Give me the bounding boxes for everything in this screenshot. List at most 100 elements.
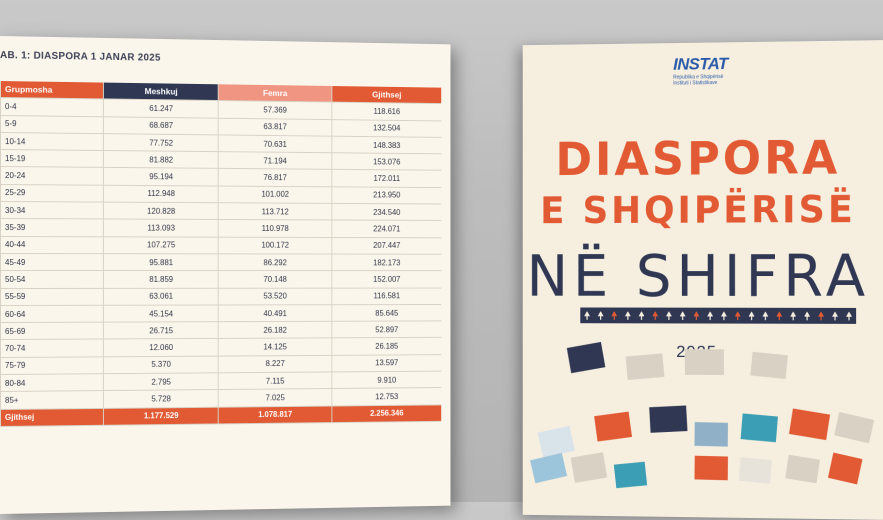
decorative-tile [567, 342, 606, 373]
decorative-tile [834, 412, 874, 443]
cell-age-group: 55-59 [0, 288, 103, 305]
cell-females: 40.491 [218, 305, 331, 322]
cell-age-group: 25-29 [0, 184, 103, 202]
cell-total: 172.011 [331, 170, 441, 188]
cell-total: 26.185 [331, 338, 441, 355]
cell-age-group: 15-19 [0, 150, 103, 168]
cell-males: 63.061 [103, 288, 218, 305]
cell-age-group: 75-79 [0, 357, 103, 375]
cell-males: 81.882 [103, 151, 218, 169]
decorative-tile [594, 412, 632, 442]
cell-females: 63.817 [218, 118, 331, 136]
cell-age-group: 50-54 [0, 271, 103, 288]
cell-males: 61.247 [103, 99, 218, 118]
total-females: 1.078.817 [218, 406, 331, 424]
decorative-tile [571, 452, 608, 483]
cell-males: 5.370 [103, 356, 218, 374]
cell-age-group: 10-14 [0, 132, 103, 150]
cell-males: 95.881 [103, 254, 218, 271]
cell-males: 107.275 [103, 236, 218, 253]
decorative-pattern-band [580, 307, 856, 323]
cell-females: 113.712 [218, 203, 331, 220]
cell-total: 116.581 [331, 288, 441, 305]
decorative-tile [694, 456, 728, 480]
decorative-tile [785, 455, 820, 484]
cell-age-group: 70-74 [0, 339, 103, 357]
cell-males: 95.194 [103, 168, 218, 186]
total-label: Gjithsej [0, 408, 103, 426]
cell-total: 213.950 [331, 187, 441, 204]
cell-males: 77.752 [103, 134, 218, 152]
cell-males: 112.948 [103, 185, 218, 203]
cell-females: 14.125 [218, 338, 331, 356]
decorative-tile [530, 453, 567, 483]
cell-age-group: 85+ [0, 391, 103, 409]
table-row: 60-64 45.154 40.491 85.645 [0, 304, 441, 322]
total-males: 1.177.529 [103, 407, 218, 425]
cover-title-line2: E SHQIPËRISË [523, 188, 874, 232]
cell-males: 12.060 [103, 339, 218, 357]
cell-males: 68.687 [103, 116, 218, 134]
cell-females: 7.025 [218, 389, 331, 407]
table-title: AB. 1: DIASPORA 1 JANAR 2025 [0, 50, 161, 64]
cell-males: 81.859 [103, 271, 218, 288]
cell-females: 110.978 [218, 220, 331, 237]
cell-males: 45.154 [103, 305, 218, 322]
logo-wordmark: INSTAT [673, 54, 781, 75]
cell-age-group: 5-9 [0, 115, 103, 133]
cell-age-group: 40-44 [0, 236, 103, 253]
cell-age-group: 80-84 [0, 374, 103, 392]
decorative-tile [626, 353, 665, 380]
decorative-tile [685, 349, 724, 375]
cell-males: 5.728 [103, 390, 218, 408]
cell-females: 26.182 [218, 321, 331, 338]
cell-total: 118.616 [331, 102, 441, 120]
cell-females: 7.115 [218, 372, 331, 390]
decorative-tile [694, 422, 728, 446]
cell-total: 153.076 [331, 153, 441, 171]
cell-males: 2.795 [103, 373, 218, 391]
cell-total: 52.897 [331, 321, 441, 338]
decorative-tile [750, 352, 788, 379]
cell-age-group: 45-49 [0, 253, 103, 270]
cell-females: 53.520 [218, 288, 331, 305]
publication-cover: INSTAT Republika e Shqipërisë Instituti … [523, 40, 883, 520]
diaspora-table: Grupmosha Meshkuj Femra Gjithsej 0-4 61.2… [0, 81, 441, 427]
table-row: 45-49 95.881 86.292 182.173 [0, 253, 441, 270]
table-row: 40-44 107.275 100.172 207.447 [0, 236, 441, 254]
decorative-tile [649, 405, 687, 432]
header-age-group: Grupmosha [0, 81, 103, 99]
cell-total: 234.540 [331, 203, 441, 220]
cell-females: 70.148 [218, 271, 331, 288]
cell-total: 224.071 [331, 220, 441, 237]
cell-males: 113.093 [103, 219, 218, 237]
cell-total: 85.645 [331, 304, 441, 321]
decorative-tile [828, 453, 863, 485]
header-total: Gjithsej [331, 86, 441, 104]
cell-age-group: 0-4 [0, 98, 103, 117]
decorative-tile [739, 457, 772, 484]
cell-females: 76.817 [218, 169, 331, 187]
decorative-tile [741, 413, 778, 442]
cell-total: 132.504 [331, 119, 441, 137]
cell-females: 86.292 [218, 254, 331, 271]
table-row: 35-39 113.093 110.978 224.071 [0, 219, 441, 238]
cell-males: 120.828 [103, 202, 218, 220]
decorative-tile [614, 462, 647, 489]
statistics-table-sheet: AB. 1: DIASPORA 1 JANAR 2025 Grupmosha M… [0, 36, 451, 514]
cell-females: 70.631 [218, 135, 331, 153]
cover-title-line3: NË SHIFRA [523, 242, 874, 310]
cell-females: 100.172 [218, 237, 331, 254]
cell-total: 182.173 [331, 254, 441, 271]
cell-age-group: 65-69 [0, 322, 103, 340]
cell-females: 57.369 [218, 101, 331, 119]
cell-males: 26.715 [103, 322, 218, 340]
header-females: Femra [218, 84, 331, 102]
table-row: 55-59 63.061 53.520 116.581 [0, 288, 441, 306]
table-total-row: Gjithsej 1.177.529 1.078.817 2.256.346 [0, 405, 441, 427]
cell-females: 71.194 [218, 152, 331, 170]
decorative-tile [538, 426, 575, 458]
logo-subtitle-2: Instituti i Statistikave [673, 79, 781, 86]
cell-females: 101.002 [218, 186, 331, 204]
cell-total: 152.007 [331, 271, 441, 288]
